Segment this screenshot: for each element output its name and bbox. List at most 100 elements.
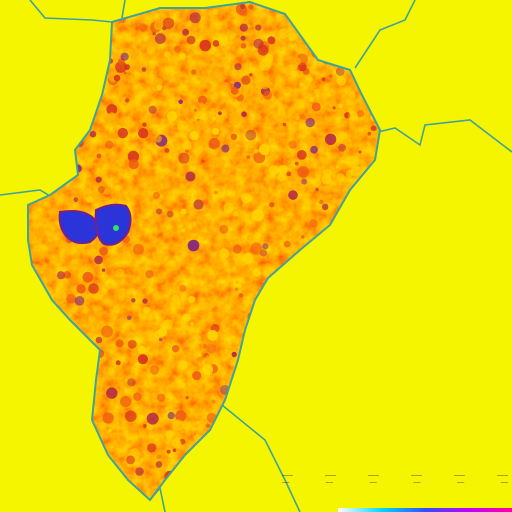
hotspot <box>127 150 140 163</box>
hotspot <box>212 116 216 121</box>
hotspot <box>241 75 251 85</box>
hotspot <box>212 40 220 47</box>
hotspot <box>348 156 360 168</box>
hotspot <box>202 344 208 349</box>
hotspot <box>181 208 187 214</box>
hotspot <box>348 110 358 121</box>
hotspot <box>315 94 320 98</box>
hotspot <box>294 161 299 166</box>
legend-label: ——— <box>411 472 422 479</box>
hotspot <box>258 144 270 156</box>
hotspot <box>239 23 248 32</box>
hotspot <box>63 271 71 279</box>
hotspot <box>336 165 339 169</box>
hotspot <box>122 73 130 82</box>
hotspot <box>240 35 246 41</box>
hotspot <box>346 169 354 178</box>
hotspot <box>233 81 241 89</box>
hotspot <box>172 419 184 431</box>
hotspot <box>28 231 35 241</box>
hotspot <box>198 95 207 105</box>
hotspot <box>240 3 246 9</box>
legend-color-bar <box>338 508 512 512</box>
hotspot <box>143 424 147 428</box>
hotspot <box>154 252 165 264</box>
hotspot <box>138 128 149 139</box>
hotspot <box>246 155 251 160</box>
border-line <box>221 404 301 512</box>
hotspot <box>163 319 173 329</box>
hotspot <box>241 267 252 278</box>
hotspot <box>283 240 291 248</box>
hotspot <box>136 192 143 200</box>
hotspot <box>106 104 118 115</box>
hotspot <box>146 45 156 55</box>
hotspot <box>156 84 163 91</box>
hotspot <box>257 44 269 56</box>
hotspot <box>179 284 187 292</box>
hotspot <box>274 242 279 247</box>
hotspot <box>178 152 190 164</box>
hotspot <box>310 145 318 154</box>
hotspot <box>192 371 202 381</box>
legend-label: —— <box>325 479 333 486</box>
hotspot <box>182 140 192 151</box>
hotspot <box>199 192 207 200</box>
hotspot <box>297 67 301 71</box>
hotspot <box>125 98 130 103</box>
hotspot <box>135 467 144 476</box>
hotspot <box>141 148 147 154</box>
hotspot <box>263 90 273 100</box>
hotspot <box>235 280 239 285</box>
hotspot <box>66 265 71 270</box>
hotspot <box>101 340 108 347</box>
hotspot <box>143 306 151 315</box>
hotspot <box>125 410 137 423</box>
hotspot <box>114 184 121 191</box>
hotspot <box>158 337 163 342</box>
hotspot <box>134 94 142 103</box>
hotspot <box>208 137 220 150</box>
hotspot <box>182 28 190 36</box>
hotspot <box>292 57 301 66</box>
hotspot <box>190 321 194 326</box>
hotspot <box>138 23 148 32</box>
hotspot <box>127 315 132 321</box>
hotspot <box>166 210 174 218</box>
hotspot <box>278 165 288 174</box>
hotspot <box>118 84 127 92</box>
hotspot <box>141 67 147 72</box>
hotspot <box>315 187 319 192</box>
hotspot <box>309 97 315 102</box>
hotspot <box>182 313 191 322</box>
legend-label: ——— <box>454 472 465 479</box>
hotspot <box>236 324 242 329</box>
hotspot <box>179 52 186 60</box>
hotspot <box>66 293 77 304</box>
hotspot <box>240 43 247 49</box>
hotspot <box>285 89 290 94</box>
hotspot <box>220 82 231 93</box>
hotspot <box>309 219 318 228</box>
hotspot <box>183 193 190 200</box>
hotspot <box>230 133 238 140</box>
hotspot <box>352 145 357 151</box>
hotspot <box>148 242 153 246</box>
hotspot <box>331 152 340 160</box>
hotspot <box>288 140 297 149</box>
hotspot <box>204 355 214 366</box>
legend-row-2: —— —— —— —— —— —— <box>278 479 512 486</box>
hotspot <box>158 233 162 238</box>
hotspot <box>124 64 130 70</box>
hotspot <box>128 439 133 445</box>
hotspot <box>212 207 219 215</box>
hotspot <box>156 208 163 215</box>
hotspot <box>148 105 157 114</box>
hotspot <box>228 174 236 182</box>
hotspot <box>29 240 33 244</box>
hotspot <box>154 135 162 143</box>
hotspot <box>180 90 186 95</box>
hotspot <box>196 420 201 425</box>
legend-row-1: ——— ——— ——— ——— ——— ——— <box>278 472 512 479</box>
